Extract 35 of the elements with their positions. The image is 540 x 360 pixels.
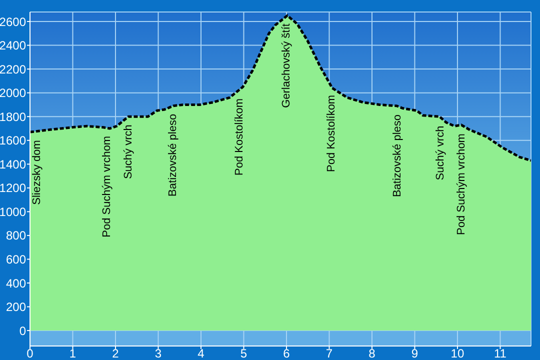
x-tick-label: 5 (240, 346, 248, 360)
y-tick-label: 2400 (0, 38, 26, 53)
y-tick-label: 0 (19, 324, 26, 338)
x-tick-label: 1 (69, 346, 76, 360)
y-tick-label: 1800 (0, 110, 26, 124)
annotation: Batizovské pleso (167, 114, 180, 196)
x-tick-label: 9 (411, 346, 418, 360)
y-tick-label: 1000 (0, 204, 26, 219)
x-tick-label: 2 (112, 346, 120, 360)
x-tick-label: 11 (494, 346, 507, 360)
x-tick-label: 3 (154, 346, 162, 360)
y-tick-label: 2600 (0, 14, 26, 29)
annotation: Gerlachovský štít (280, 24, 292, 108)
annotation: Batizovské pleso (392, 114, 404, 198)
y-tick-label: 2200 (0, 62, 26, 76)
y-tick-label: 400 (6, 276, 26, 290)
annotation: Pod Suchým vrchom (456, 134, 468, 235)
y-tick-label: 200 (6, 300, 26, 314)
y-tick-label: 1400 (0, 157, 26, 172)
annotation: Pod Kostolíkom (325, 94, 338, 172)
annotation: Suchý vrch (434, 126, 446, 180)
y-tick-label: 1600 (0, 134, 26, 148)
annotation: Suchý vrch (122, 124, 134, 180)
x-tick-label: 4 (198, 346, 205, 360)
x-tick-label: 6 (283, 346, 290, 360)
y-tick-label: 1200 (0, 181, 26, 196)
y-tick-label: 600 (6, 252, 26, 266)
x-tick-label: 8 (368, 346, 376, 360)
x-tick-label: 10 (450, 346, 464, 360)
annotation: Sliezsky dom (31, 140, 43, 205)
x-tick-label: 7 (326, 346, 333, 360)
annotation: Pod Kostolíkom (233, 98, 246, 176)
y-tick-label: 800 (6, 228, 26, 243)
y-tick-label: 2000 (0, 86, 26, 100)
annotation: Pod Suchým vrchom (100, 136, 113, 238)
